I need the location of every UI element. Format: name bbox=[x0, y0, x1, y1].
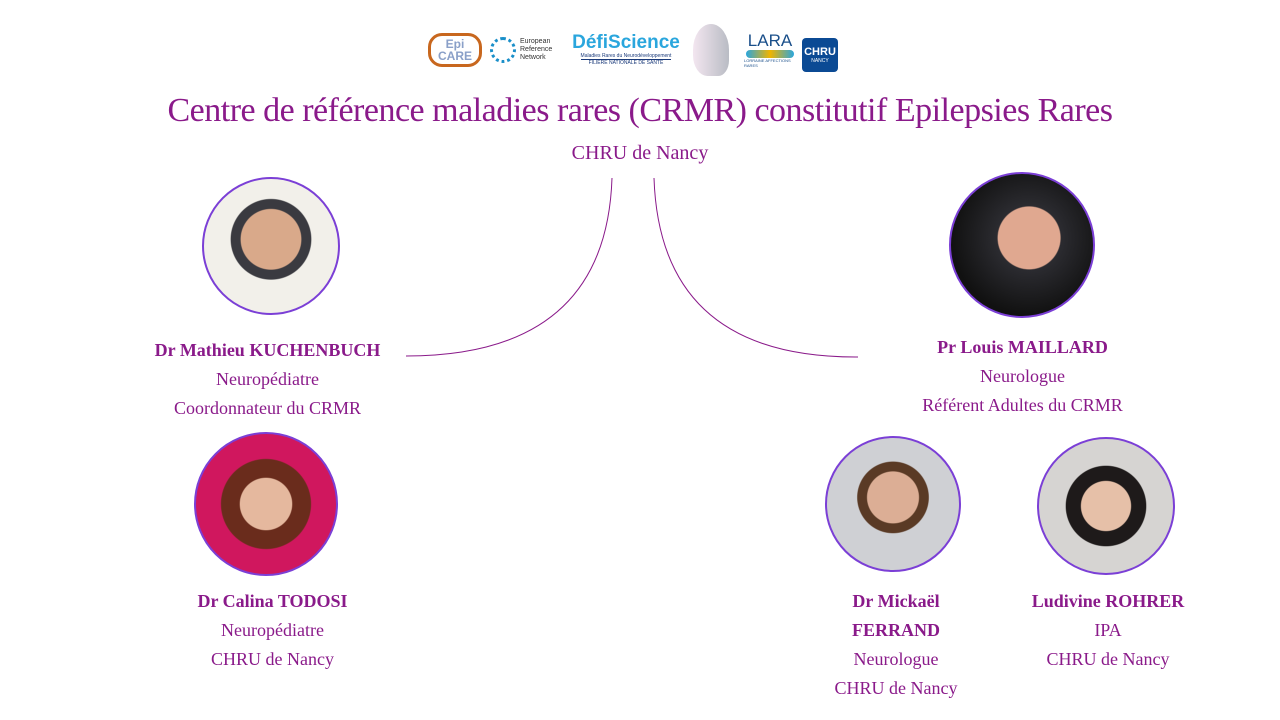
epicare-logo: Epi CARE bbox=[428, 22, 482, 77]
defiscience-logo: DéfiScience Maladies Rares du Neurodével… bbox=[572, 32, 680, 67]
connector-right bbox=[653, 177, 859, 358]
person-rohrer: Ludivine ROHRER IPA CHRU de Nancy bbox=[1031, 591, 1185, 669]
chru-logo: CHRU NANCY bbox=[802, 38, 838, 72]
page-subtitle: CHRU de Nancy bbox=[571, 142, 709, 164]
lara-logo: LARA LORRAINE AFFECTIONS RARES bbox=[744, 30, 794, 68]
photo-todosi bbox=[194, 432, 338, 576]
photo-maillard bbox=[949, 172, 1095, 318]
crmr-head-logo bbox=[690, 22, 732, 77]
photo-kuchenbuch bbox=[202, 177, 340, 315]
person-kuchenbuch: Dr Mathieu KUCHENBUCH Neuropédiatre Coor… bbox=[154, 340, 381, 418]
ern-logo: European Reference Network bbox=[490, 22, 570, 77]
connector-left bbox=[405, 177, 613, 357]
person-todosi: Dr Calina TODOSI Neuropédiatre CHRU de N… bbox=[197, 591, 348, 669]
photo-ferrand bbox=[825, 436, 961, 572]
person-maillard: Pr Louis MAILLARD Neurologue Référent Ad… bbox=[922, 337, 1123, 415]
photo-rohrer bbox=[1037, 437, 1175, 575]
page-title: Centre de référence maladies rares (CRMR… bbox=[167, 92, 1114, 129]
person-ferrand: Dr Mickaël FERRAND Neurologue CHRU de Na… bbox=[834, 591, 958, 698]
ern-dots-icon bbox=[490, 36, 516, 63]
